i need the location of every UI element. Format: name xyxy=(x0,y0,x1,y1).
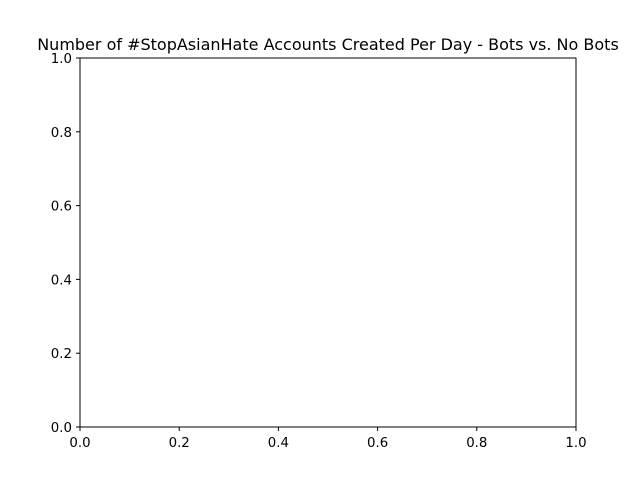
plot-area xyxy=(79,57,577,428)
x-axis: 0.0 0.2 0.4 0.6 0.8 1.0 xyxy=(69,427,587,451)
y-tick-label: 0.6 xyxy=(51,200,72,215)
x-tick-label: 0.6 xyxy=(367,436,388,451)
y-tick-label: 0.4 xyxy=(51,273,72,288)
y-tick-label: 1.0 xyxy=(51,52,72,67)
y-tick-label: 0.0 xyxy=(51,421,72,436)
chart-title: Number of #StopAsianHate Accounts Create… xyxy=(37,35,619,54)
x-tick-label: 0.8 xyxy=(466,436,487,451)
y-axis: 0.0 0.2 0.4 0.6 0.8 1.0 xyxy=(51,52,80,436)
x-tick-label: 1.0 xyxy=(565,436,586,451)
y-tick-label: 0.8 xyxy=(51,126,72,141)
x-tick-label: 0.2 xyxy=(169,436,190,451)
x-tick-label: 0.4 xyxy=(268,436,289,451)
y-tick-label: 0.2 xyxy=(51,347,72,362)
x-tick-label: 0.0 xyxy=(69,436,90,451)
